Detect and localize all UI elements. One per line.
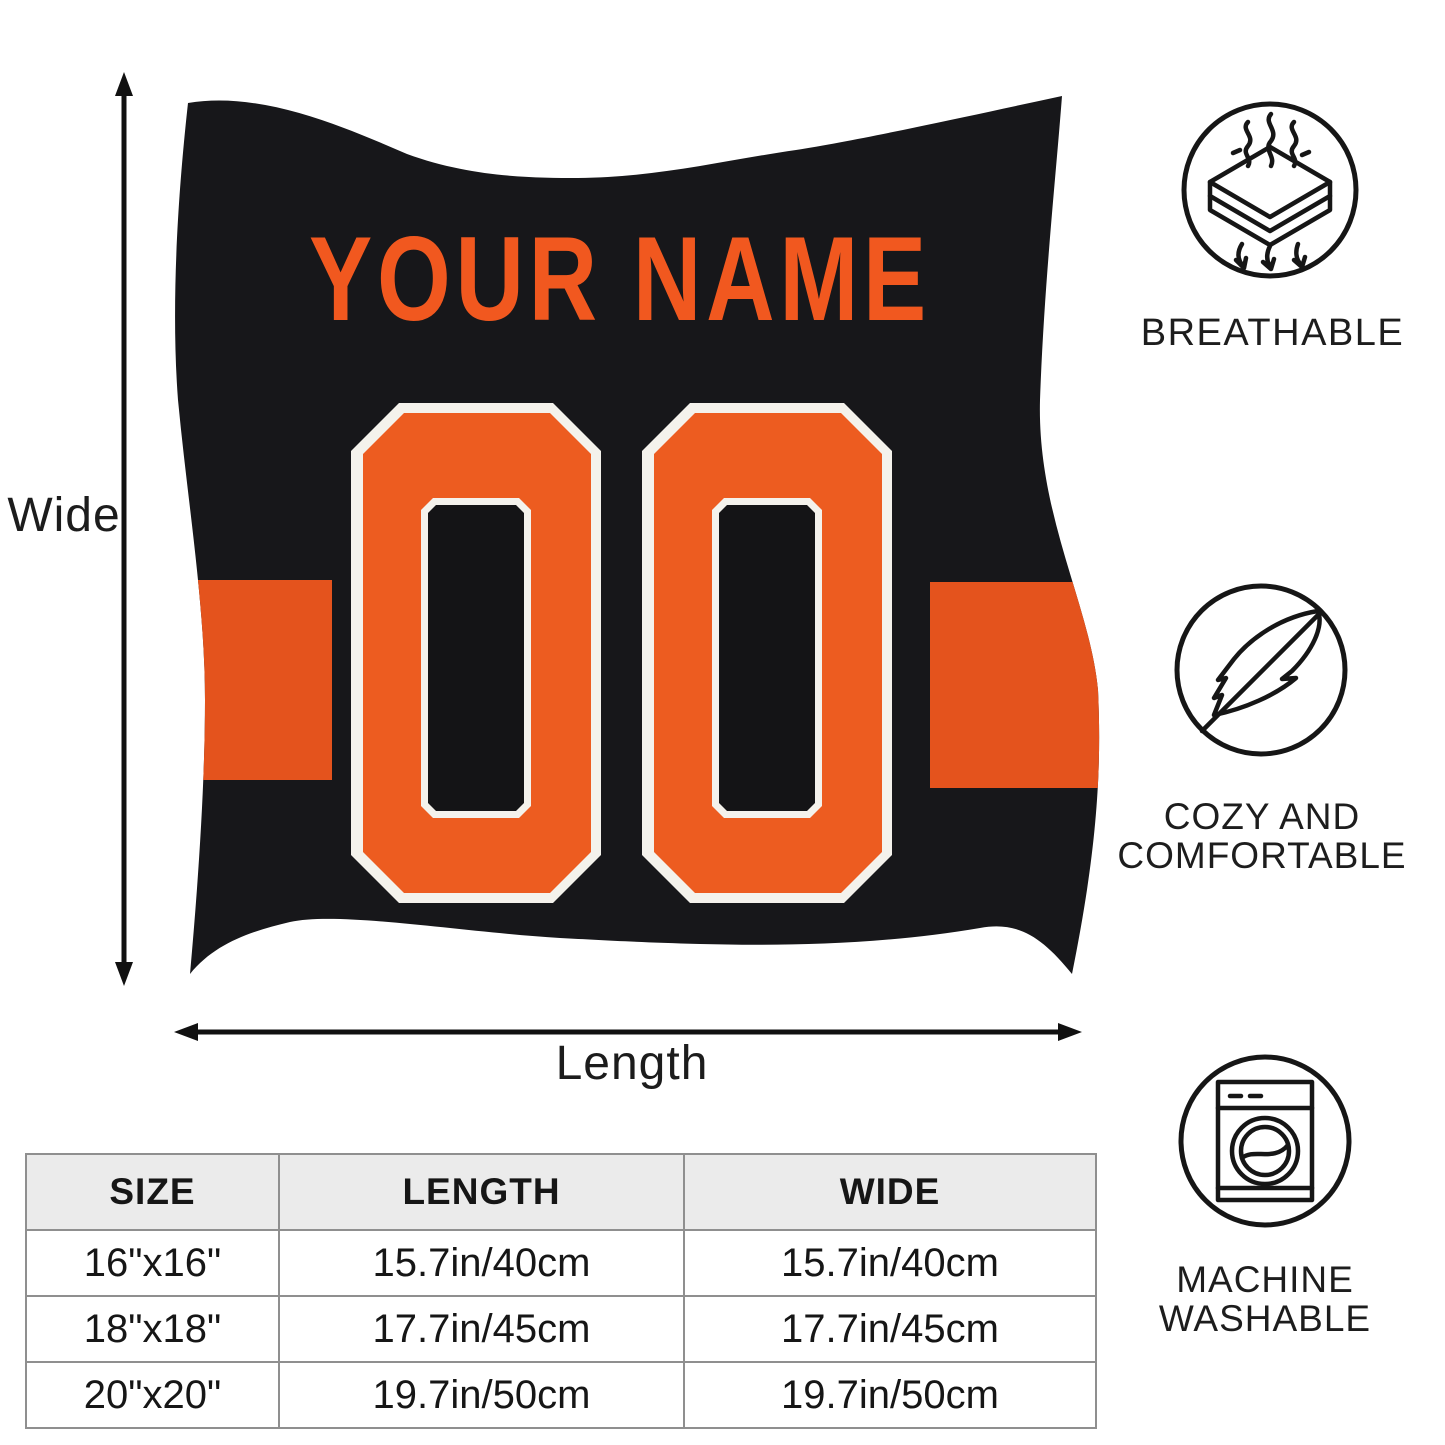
- length-column-header: LENGTH: [278, 1153, 685, 1231]
- wide-cell: 19.7in/50cm: [683, 1361, 1097, 1429]
- table-row: 16"x16" 15.7in/40cm 15.7in/40cm: [25, 1229, 1097, 1297]
- jersey-name-text: YOUR NAME: [309, 212, 931, 346]
- feature-washable-label: MACHINE WASHABLE: [1158, 1259, 1372, 1339]
- feather-icon: [1174, 583, 1348, 757]
- wide-dimension-arrow: [115, 72, 133, 986]
- feature-breathable: [1178, 98, 1362, 287]
- length-cell: 19.7in/50cm: [278, 1361, 685, 1429]
- size-cell: 20"x20": [25, 1361, 280, 1429]
- length-cell: 15.7in/40cm: [278, 1229, 685, 1297]
- washing-machine-icon: [1178, 1054, 1352, 1228]
- jersey-number: [351, 403, 892, 903]
- wide-cell: 15.7in/40cm: [683, 1229, 1097, 1297]
- pillow-image: YOUR NAME: [175, 96, 1100, 974]
- table-row: 20"x20" 19.7in/50cm 19.7in/50cm: [25, 1361, 1097, 1429]
- length-cell: 17.7in/45cm: [278, 1295, 685, 1363]
- size-table: SIZE LENGTH WIDE 16"x16" 15.7in/40cm 15.…: [25, 1153, 1097, 1429]
- size-cell: 16"x16": [25, 1229, 280, 1297]
- feature-washable: [1176, 1052, 1354, 1235]
- size-column-header: SIZE: [25, 1153, 280, 1231]
- feature-cozy-label: COZY AND COMFORTABLE: [1117, 796, 1407, 876]
- wide-column-header: WIDE: [683, 1153, 1097, 1231]
- size-cell: 18"x18": [25, 1295, 280, 1363]
- wide-cell: 17.7in/45cm: [683, 1295, 1097, 1363]
- length-dimension-arrow: [174, 1023, 1082, 1041]
- size-table-header-row: SIZE LENGTH WIDE: [25, 1153, 1097, 1231]
- table-row: 18"x18" 17.7in/45cm 17.7in/45cm: [25, 1295, 1097, 1363]
- feature-cozy: [1172, 581, 1350, 764]
- breathable-layers-icon: [1181, 101, 1359, 279]
- wide-label: Wide: [7, 489, 121, 542]
- feature-breathable-label: BREATHABLE: [1140, 312, 1405, 354]
- length-label: Length: [555, 1037, 709, 1090]
